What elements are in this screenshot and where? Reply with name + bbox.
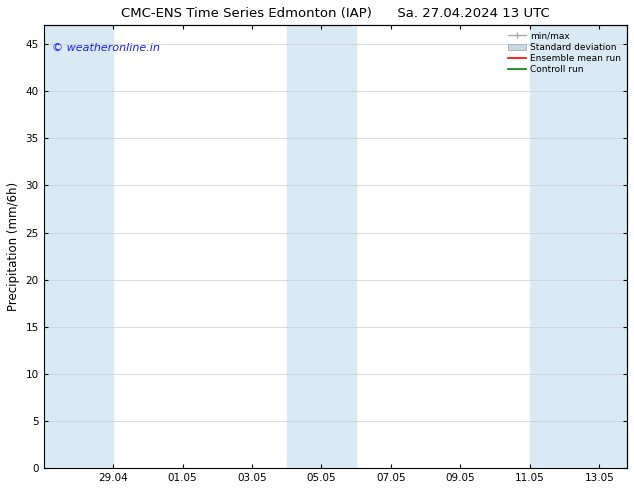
Bar: [287, 25, 356, 468]
Title: CMC-ENS Time Series Edmonton (IAP)      Sa. 27.04.2024 13 UTC: CMC-ENS Time Series Edmonton (IAP) Sa. 2…: [121, 7, 550, 20]
Legend: min/max, Standard deviation, Ensemble mean run, Controll run: min/max, Standard deviation, Ensemble me…: [507, 30, 623, 76]
Bar: [44, 25, 113, 468]
Text: © weatheronline.in: © weatheronline.in: [53, 43, 160, 53]
Bar: [530, 25, 627, 468]
Y-axis label: Precipitation (mm/6h): Precipitation (mm/6h): [7, 182, 20, 311]
